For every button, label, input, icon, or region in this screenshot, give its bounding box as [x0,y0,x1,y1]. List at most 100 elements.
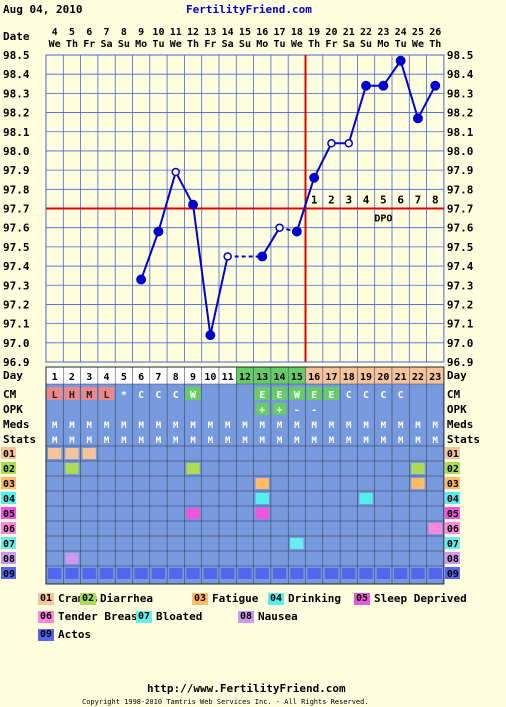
y-tick-right: 97.2 [447,298,474,311]
cm-cell [64,387,80,400]
weekday-label: We [170,39,182,50]
stats-mark [342,568,356,579]
meds-row-label: Meds [3,418,30,431]
cm-value: C [138,390,144,401]
table-border [45,366,445,585]
meds-value: M [69,421,75,431]
cm-value: C [363,390,369,401]
y-tick-right: 97.1 [447,318,474,331]
dpo-number: 7 [415,194,422,207]
cycle-day: 22 [412,372,424,383]
cycle-day: 21 [395,372,407,383]
stats-mark [411,478,425,489]
cm-value: E [259,390,265,401]
stats-mark [151,568,166,579]
weekday-label: Sa [343,39,355,50]
temp-point [430,80,441,91]
meds-value: M [225,421,231,431]
stats-mark [376,568,390,579]
meds-value: M [415,421,421,431]
stats-meds-value: M [208,436,214,446]
stats-code-right: 06 [447,524,459,535]
meds-value: M [363,421,369,431]
temp-point-open [171,167,180,177]
meds-value: M [433,421,439,431]
stats-mark [411,568,425,579]
temp-point [136,274,147,285]
cycle-day: 7 [155,372,161,383]
y-tick-left: 98.1 [3,126,30,139]
weekday-label: Tu [152,39,164,50]
stats-code-right: 03 [447,479,459,490]
date-label: 18 [291,27,303,38]
y-tick-right: 98.4 [447,68,474,81]
cm-value: W [190,390,197,401]
temp-point [378,80,389,91]
cycle-day: 13 [256,372,268,383]
cycle-day: 5 [121,372,127,383]
temp-line-segment [261,227,281,257]
stats-code-swatch-right [444,477,460,489]
y-tick-right: 98.2 [447,107,474,120]
stats-meds-value: M [104,436,110,446]
legend-label: Sleep Deprived [374,592,467,605]
meds-value: M [87,421,93,431]
footer-copyright: Copyright 1998-2010 Tamtris Web Services… [82,698,369,706]
cm-cell [271,387,288,400]
date-label: 6 [86,27,92,38]
weekday-label: Sa [101,39,113,50]
cm-value: E [328,390,334,401]
cycle-day: 19 [360,372,372,383]
y-tick-right: 97.6 [447,222,474,235]
legend-code-07: 07 [136,611,152,623]
cm-value: M [86,390,92,401]
footer-url[interactable]: http://www.FertilityFriend.com [147,682,346,695]
day-row-label: Day [3,369,23,382]
dpo-number: 8 [432,194,439,207]
temp-point [205,330,216,341]
stats-meds-value: M [433,436,439,446]
meds-value: M [156,421,162,431]
cm-value: H [69,390,75,401]
stats-meds-value: M [398,436,404,446]
cycle-day: 14 [274,372,286,383]
cycle-day: 17 [325,372,337,383]
temp-point [153,226,164,237]
stats-mark [359,493,373,504]
weekday-label: Th [308,39,320,50]
stats-code-right: 07 [447,539,459,550]
stats-code-swatch-right [444,552,460,564]
opk-cell [272,403,287,415]
stats-mark [255,478,269,489]
meds-value: M [346,421,352,431]
date-label: 16 [256,27,268,38]
stats-code: 05 [3,509,15,520]
opk-row-label-right: OPK [447,403,467,416]
y-tick-left: 98.0 [3,145,30,158]
cycle-day: 10 [204,372,216,383]
weekday-label: Mo [256,39,268,50]
meds-value: M [242,421,248,431]
stats-meds-value: M [294,436,300,446]
meds-value: M [329,421,335,431]
meds-value: M [104,421,110,431]
weekday-label: Sa [222,39,234,50]
temp-line-segment [140,231,160,280]
date-label: 21 [343,27,355,38]
cycle-day: 1 [52,372,58,383]
cycle-day: 16 [308,372,320,383]
cycle-day: 23 [429,372,441,383]
stats-meds-value: M [138,436,144,446]
y-tick-right: 97.3 [447,279,474,292]
stats-mark [324,568,339,579]
stats-code-swatch [1,567,16,579]
date-label: 9 [138,27,144,38]
site-name[interactable]: FertilityFriend.com [186,3,312,16]
y-tick-left: 97.4 [3,260,30,273]
stats-mark [65,448,79,459]
chart-date: Aug 04, 2010 [3,3,83,16]
cm-value: C [173,390,179,401]
table-bg [46,367,444,584]
stats-mark [255,568,269,579]
cm-value: C [155,390,161,401]
